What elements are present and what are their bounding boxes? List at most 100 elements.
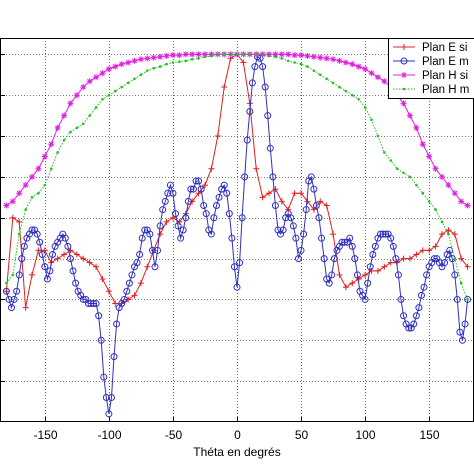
data-point-plan-h-m — [81, 122, 85, 126]
data-point-plan-h-m — [318, 73, 322, 77]
data-point-plan-e-m — [238, 214, 246, 222]
data-point-plan-e-si — [189, 198, 196, 205]
series-plan-e-si — [3, 51, 471, 311]
data-point-plan-e-si — [387, 259, 394, 266]
data-point-plan-e-m — [325, 279, 333, 287]
data-point-plan-h-si — [118, 61, 125, 68]
data-point-plan-e-si — [438, 231, 445, 238]
data-point-plan-e-si — [201, 182, 208, 189]
data-point-plan-e-m — [107, 393, 115, 401]
x-tick-label: 150 — [419, 428, 439, 442]
data-point-plan-e-m — [446, 246, 454, 254]
data-point-plan-h-m — [210, 54, 213, 58]
data-point-plan-e-m — [261, 83, 269, 91]
data-point-plan-e-m — [84, 300, 92, 308]
data-point-plan-h-m — [325, 77, 328, 81]
data-point-plan-h-m — [338, 85, 341, 89]
data-point-plan-e-m — [182, 214, 190, 222]
data-point-plan-h-m — [427, 200, 431, 203]
data-point-plan-e-m — [271, 201, 279, 209]
data-point-plan-e-m — [420, 283, 428, 291]
data-point-plan-e-m — [41, 263, 49, 271]
data-point-plan-e-m — [461, 320, 469, 328]
data-point-plan-e-si — [9, 214, 16, 221]
data-point-plan-e-m — [105, 410, 113, 418]
data-point-plan-e-m — [92, 300, 100, 308]
data-point-plan-e-si — [3, 288, 10, 295]
data-point-plan-e-m — [113, 320, 121, 328]
data-point-plan-h-si — [464, 202, 471, 209]
data-point-plan-h-m — [459, 281, 463, 285]
data-point-plan-h-si — [400, 100, 407, 107]
data-point-plan-e-si — [99, 276, 106, 283]
data-point-plan-e-si — [336, 271, 343, 278]
data-point-plan-e-si — [419, 247, 426, 254]
data-point-plan-e-si — [144, 263, 151, 270]
series-plan-e-m — [2, 53, 472, 418]
data-point-plan-e-m — [138, 234, 146, 242]
data-point-plan-e-m — [15, 271, 23, 279]
data-point-plan-e-si — [426, 247, 433, 254]
data-point-plan-h-m — [165, 62, 168, 66]
data-point-plan-e-m — [79, 295, 87, 303]
data-point-plan-e-m — [315, 214, 323, 222]
data-point-plan-e-m — [184, 197, 192, 205]
data-point-plan-e-m — [2, 287, 10, 295]
data-point-plan-h-m — [370, 118, 373, 122]
data-point-plan-e-m — [156, 222, 164, 230]
data-point-plan-e-m — [294, 255, 302, 263]
data-point-plan-e-m — [456, 328, 464, 336]
data-point-plan-e-si — [323, 202, 330, 209]
data-point-plan-h-si — [99, 70, 106, 77]
data-point-plan-e-m — [36, 238, 44, 246]
data-point-plan-e-si — [208, 165, 215, 172]
data-point-plan-e-m — [289, 222, 297, 230]
data-point-plan-e-m — [318, 234, 326, 242]
data-point-plan-e-m — [225, 210, 233, 218]
data-point-plan-e-m — [297, 246, 305, 254]
data-point-plan-h-si — [349, 61, 356, 68]
data-point-plan-e-m — [146, 230, 154, 238]
data-point-plan-h-si — [80, 84, 87, 91]
legend-label: Plan H si — [422, 70, 468, 82]
legend-item: Plan H si — [393, 70, 468, 82]
data-point-plan-h-m — [267, 54, 271, 58]
data-point-plan-e-m — [233, 283, 241, 291]
legend-marker — [401, 72, 407, 78]
data-point-plan-e-m — [61, 234, 69, 242]
data-point-plan-e-si — [214, 133, 221, 140]
data-point-plan-e-m — [248, 79, 256, 87]
data-point-plan-h-m — [363, 106, 367, 109]
data-point-plan-e-si — [35, 247, 42, 254]
data-point-plan-h-si — [35, 165, 42, 172]
data-point-plan-e-m — [405, 324, 413, 332]
data-point-plan-h-m — [75, 126, 79, 130]
data-point-plan-e-m — [366, 263, 374, 271]
data-point-plan-h-si — [458, 198, 465, 205]
data-point-plan-h-si — [278, 51, 285, 58]
data-point-plan-h-m — [242, 53, 245, 56]
data-point-plan-e-m — [192, 177, 200, 185]
data-point-plan-h-si — [131, 57, 138, 64]
data-point-plan-e-m — [387, 234, 395, 242]
data-point-plan-e-m — [307, 173, 315, 181]
data-point-plan-h-si — [285, 51, 292, 58]
data-point-plan-h-si — [336, 57, 343, 64]
data-point-plan-e-si — [259, 194, 266, 201]
data-point-plan-h-m — [30, 196, 34, 199]
data-point-plan-h-si — [41, 153, 48, 160]
data-point-plan-h-si — [29, 173, 36, 180]
data-point-plan-h-m — [357, 97, 361, 101]
data-point-plan-e-m — [392, 255, 400, 263]
data-point-plan-h-m — [453, 257, 457, 260]
data-point-plan-e-m — [251, 63, 259, 71]
data-point-plan-h-si — [163, 52, 170, 59]
legend-marker — [400, 57, 408, 65]
legend-label: Plan E m — [422, 56, 469, 68]
data-point-plan-e-m — [5, 295, 13, 303]
data-point-plan-e-m — [10, 295, 18, 303]
data-point-plan-h-si — [169, 52, 176, 59]
data-point-plan-h-m — [229, 53, 232, 56]
data-point-plan-e-si — [451, 231, 458, 238]
data-point-plan-e-m — [346, 234, 354, 242]
